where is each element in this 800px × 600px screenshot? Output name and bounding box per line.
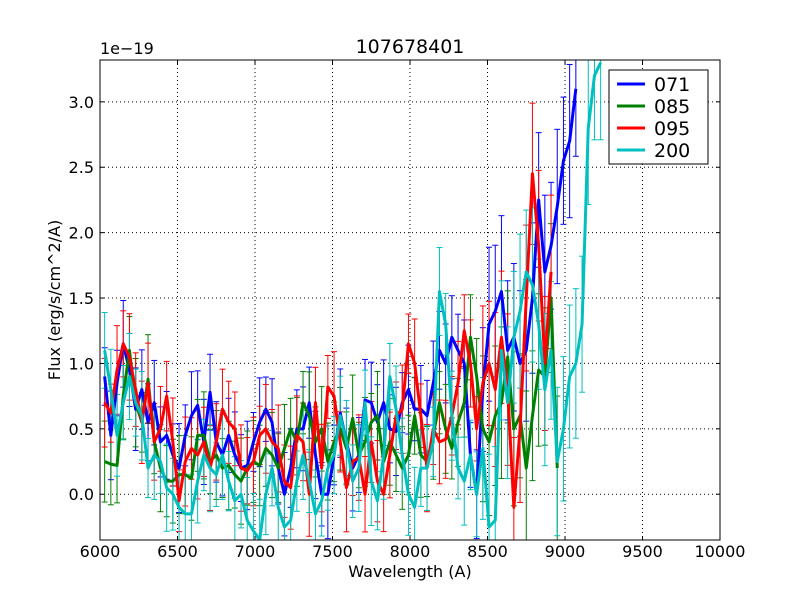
y-tick-label: 2.5 [69, 158, 94, 177]
x-axis-label: Wavelength (A) [348, 562, 471, 581]
legend-label-200: 200 [654, 140, 690, 162]
legend-label-085: 085 [654, 96, 690, 118]
legend-box [608, 69, 709, 165]
series-line-200 [103, 61, 603, 540]
series-line-071 [103, 88, 578, 496]
x-tick-label: 9000 [545, 542, 586, 561]
x-tick-label: 6500 [157, 542, 198, 561]
x-tick-label: 7500 [312, 542, 353, 561]
y-tick-label: 1.5 [69, 289, 94, 308]
y-offset-label: 1e−19 [100, 39, 154, 58]
x-tick-label: 8000 [390, 542, 431, 561]
legend-label-095: 095 [654, 118, 690, 140]
legend-label-071: 071 [654, 74, 690, 96]
y-tick-label: 1.0 [69, 354, 94, 373]
x-tick-label: 9500 [622, 542, 663, 561]
series-line-095 [103, 172, 553, 509]
y-tick-label: 2.0 [69, 224, 94, 243]
ticks: 6000 6500 7000 7500 8000 8500 9000 9500 10000 0.0… [69, 60, 746, 561]
y-tick-label: 0.0 [69, 485, 94, 504]
x-tick-label: 8500 [467, 542, 508, 561]
y-axis-label: Flux (erg/s/cm^2/A) [45, 220, 64, 381]
series-lines [103, 61, 603, 540]
series-line-085 [104, 296, 559, 483]
x-tick-label: 7000 [235, 542, 276, 561]
x-tick-label: 6000 [80, 542, 121, 561]
chart-title: 107678401 [356, 36, 465, 58]
y-tick-label: 0.5 [69, 420, 94, 439]
y-tick-label: 3.0 [69, 93, 94, 112]
x-tick-label: 10000 [695, 542, 746, 561]
